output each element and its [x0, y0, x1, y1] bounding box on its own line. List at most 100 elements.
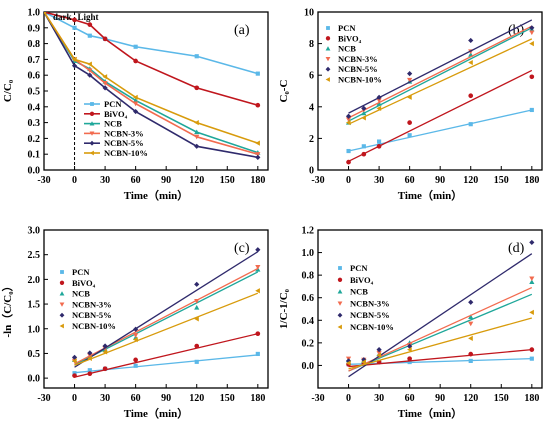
chart-panel-d: -30 0 30 60 90 120 150 180 0.0 0.2 0.4 0.6 0.8 1.0 1.2…: [278, 226, 543, 420]
legend-label: NCBN-3%: [338, 54, 378, 64]
series-ncbn-5pct: [44, 12, 261, 160]
y-axis-title: -ln（C/C₀）: [1, 280, 14, 337]
data-point: [87, 353, 93, 359]
x-tick-label: -30: [37, 393, 50, 404]
series-ncbn-10pct: [44, 12, 260, 146]
data-point: [468, 358, 473, 363]
legend-marker: [325, 66, 331, 72]
data-point: [71, 63, 78, 69]
x-tick-label: 0: [346, 175, 351, 186]
x-axis-title: Time（min）: [124, 407, 189, 420]
data-point: [133, 108, 139, 115]
data-point: [133, 58, 138, 64]
legend-label: PCN: [72, 267, 90, 277]
legend-marker: [59, 291, 65, 296]
legend-label: NCBN-5%: [104, 138, 144, 148]
dark-annotation: dark: [53, 12, 72, 22]
panel-label: (c): [234, 241, 250, 256]
chart-panel-c: -30 0 30 60 90 120 150 180 0.0 0.5 1.0 1.5 2.0 2.5 3.0…: [1, 226, 269, 420]
plot-frame: [317, 11, 543, 171]
data-point: [468, 93, 474, 99]
legend-marker: [325, 77, 330, 82]
legend-marker: [60, 270, 64, 274]
data-point: [255, 264, 261, 270]
data-point: [102, 81, 108, 86]
data-point: [102, 74, 108, 80]
plot-area: [71, 247, 261, 378]
data-point: [345, 358, 352, 364]
y-tick-label: 0.0: [28, 374, 41, 385]
x-tick-label: 150: [494, 175, 509, 186]
data-point: [87, 350, 93, 356]
panel-label: (d): [508, 241, 525, 256]
data-point: [255, 351, 260, 357]
data-point: [361, 359, 366, 365]
data-point: [102, 343, 108, 349]
legend-marker: [59, 323, 64, 329]
data-point: [529, 276, 535, 282]
data-point: [468, 321, 474, 327]
x-tick-label: 90: [435, 175, 445, 186]
plot-frame: [317, 229, 543, 389]
legend-label: BiVO₄: [338, 33, 362, 43]
x-tick-label: 120: [463, 175, 478, 186]
data-point: [529, 74, 535, 80]
data-point: [407, 347, 412, 353]
series-bivo: [346, 69, 535, 165]
y-tick-label: 3.0: [28, 226, 41, 237]
data-point: [194, 85, 200, 91]
data-point: [468, 314, 474, 319]
data-point: [407, 359, 412, 365]
data-point: [102, 36, 108, 42]
legend-marker: [337, 324, 342, 330]
data-point: [407, 120, 412, 125]
legend-label: NCBN-5%: [338, 64, 378, 74]
data-point: [407, 71, 413, 77]
data-point: [361, 144, 366, 149]
data-point: [376, 98, 382, 104]
legend-marker: [59, 280, 65, 285]
data-point: [468, 299, 474, 305]
legend-label: NCB: [350, 287, 368, 297]
plot-area: [345, 239, 535, 378]
data-point: [72, 17, 77, 23]
y-tick-label: 2.0: [28, 275, 41, 286]
data-point: [87, 368, 92, 373]
data-point: [346, 148, 351, 154]
fit-line: [74, 333, 258, 378]
data-point: [529, 279, 535, 284]
legend-label: NCBN-10%: [104, 148, 148, 158]
legend-marker: [338, 266, 342, 270]
data-point: [71, 354, 78, 360]
x-tick-label: 0: [72, 393, 77, 404]
x-tick-label: 60: [405, 393, 415, 404]
data-point: [361, 115, 366, 121]
legend-label: NCBN-10%: [72, 321, 116, 331]
data-point: [44, 12, 47, 15]
data-point: [87, 355, 92, 361]
y-tick-label: 4: [309, 102, 314, 113]
x-tick-label: 30: [100, 393, 110, 404]
legend-marker: [337, 277, 343, 282]
legend-marker: [89, 131, 95, 136]
data-point: [194, 281, 200, 287]
x-tick-label: 30: [100, 175, 110, 186]
x-tick-label: 90: [161, 393, 171, 404]
data-point: [407, 77, 413, 83]
data-point: [72, 371, 77, 376]
y-axis-title: C₀-C: [278, 80, 290, 103]
y-tick-label: 8: [309, 39, 314, 50]
data-point: [194, 316, 199, 322]
data-point: [529, 309, 534, 315]
data-point: [529, 356, 534, 361]
x-tick-label: 120: [189, 393, 204, 404]
legend-marker: [89, 121, 95, 126]
data-point: [407, 133, 412, 138]
data-point: [87, 22, 93, 27]
x-tick-label: 150: [220, 175, 235, 186]
fit-line: [348, 286, 533, 372]
series-line: [44, 12, 259, 144]
y-tick-label: 0.8: [28, 39, 41, 50]
